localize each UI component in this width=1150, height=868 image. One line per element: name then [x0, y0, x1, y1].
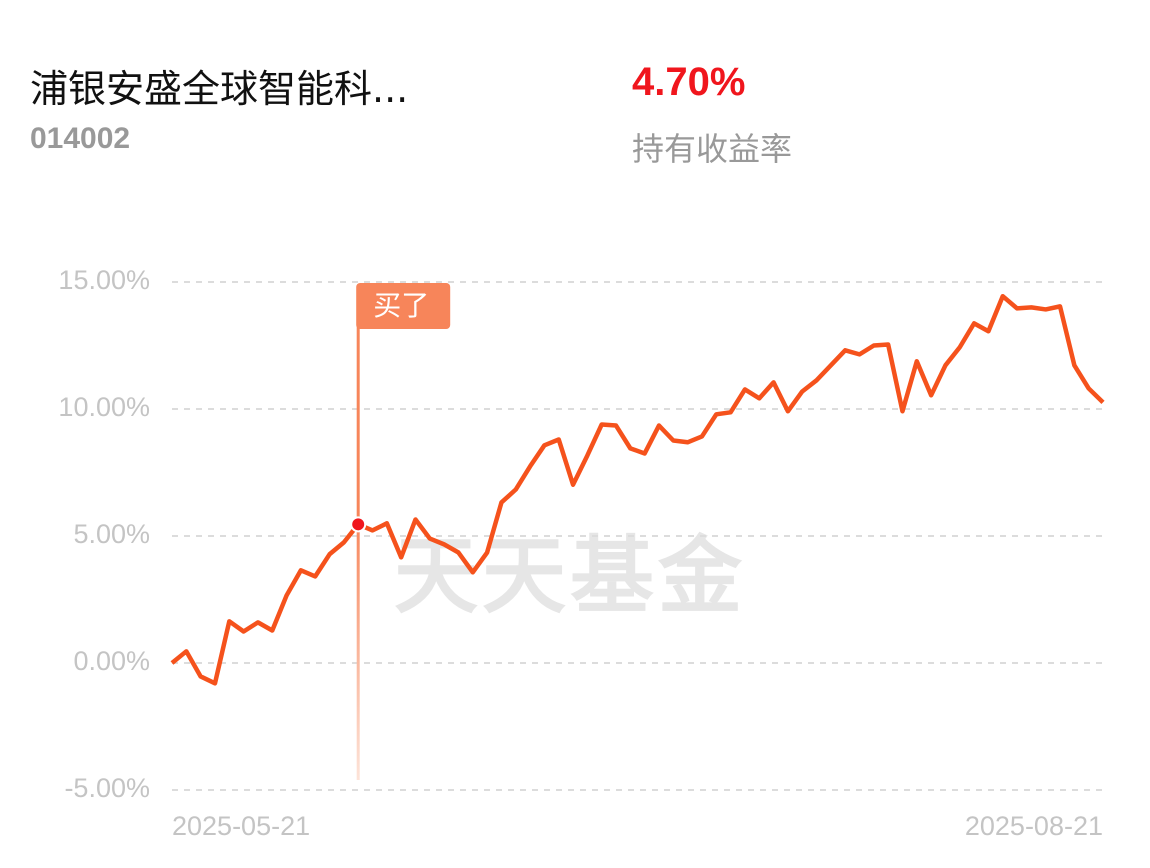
holding-return: 4.70% — [632, 60, 746, 104]
buy-line — [356, 300, 360, 780]
buy-tag — [356, 283, 451, 329]
x-tick-label: 2025-08-21 — [965, 811, 1103, 841]
y-tick-label: 10.00% — [58, 392, 150, 422]
y-tick-label: 5.00% — [73, 519, 150, 549]
buy-tag-label: 买了 — [373, 289, 429, 322]
watermark: 天天基金 — [394, 527, 746, 625]
fund-name: 浦银安盛全球智能科... — [30, 67, 409, 111]
holding-return-label: 持有收益率 — [632, 130, 793, 168]
x-tick-label: 2025-05-21 — [172, 811, 310, 841]
buy-point — [350, 516, 367, 533]
y-tick-label: 0.00% — [73, 646, 150, 676]
fund-code: 014002 — [30, 122, 131, 155]
y-tick-label: -5.00% — [64, 773, 150, 803]
y-tick-label: 15.00% — [58, 265, 150, 295]
line — [170, 293, 1105, 686]
